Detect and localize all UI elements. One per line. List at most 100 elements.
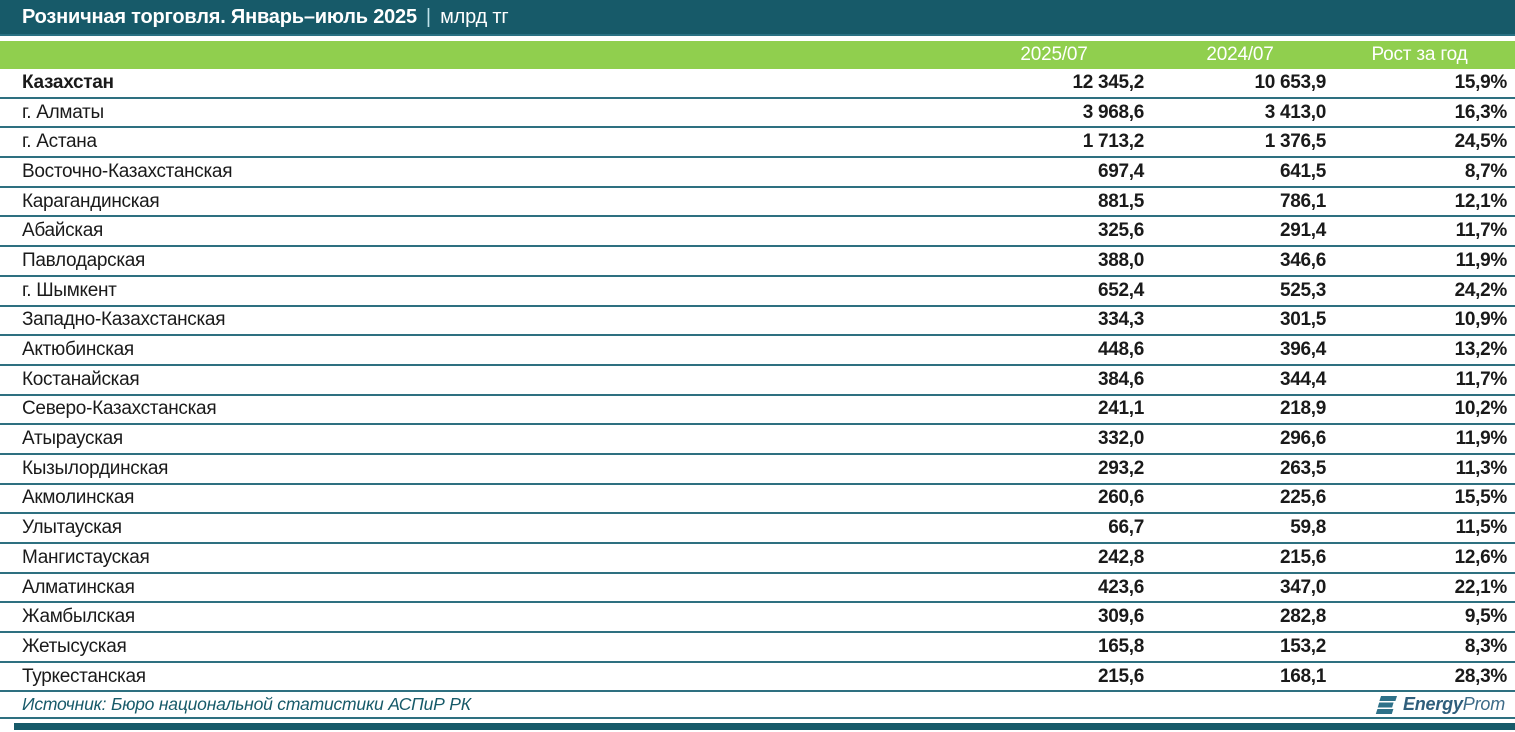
value-2025: 448,6	[1097, 339, 1144, 361]
column-header-row: 2025/07 2024/07 Рост за год	[0, 41, 1515, 69]
value-2025: 66,7	[1108, 517, 1144, 539]
energyprom-logo: EnergyProm	[1374, 694, 1505, 715]
value-2024: 168,1	[1279, 665, 1326, 687]
value-2024: 3 413,0	[1264, 101, 1327, 123]
table-body: Казахстан 12 345,2 10 653,9 15,9% г. Алм…	[0, 69, 1515, 693]
value-2025: 215,6	[1097, 665, 1144, 687]
table-row: Павлодарская 388,0 346,6 11,9%	[0, 247, 1515, 277]
growth-value: 11,9%	[1455, 428, 1508, 450]
region-name: Акмолинская	[22, 487, 135, 509]
value-2025: 697,4	[1097, 160, 1144, 182]
value-2024: 291,4	[1279, 220, 1326, 242]
region-name: Павлодарская	[22, 249, 146, 271]
spacer	[0, 719, 1515, 724]
region-name: Северо-Казахстанская	[22, 398, 217, 420]
value-2024: 786,1	[1279, 190, 1326, 212]
value-2024: 344,4	[1279, 368, 1326, 390]
value-2025: 293,2	[1097, 457, 1144, 479]
value-2024: 346,6	[1279, 249, 1326, 271]
table-row: г. Шымкент 652,4 525,3 24,2%	[0, 276, 1515, 307]
value-2025: 388,0	[1097, 249, 1144, 271]
title-bar: Розничная торговля. Январь–июль 2025 | м…	[0, 0, 1515, 36]
region-name: Мангистауская	[22, 546, 150, 568]
growth-value: 10,2%	[1454, 398, 1508, 420]
value-2025: 881,5	[1097, 190, 1144, 212]
table-row: Актюбинская 448,6 396,4 13,2%	[0, 336, 1515, 366]
value-2025: 423,6	[1097, 576, 1144, 598]
value-2024: 59,8	[1290, 517, 1326, 539]
region-name: Жамбылская	[22, 606, 135, 628]
growth-value: 11,9%	[1455, 249, 1508, 271]
table-row: Абайская 325,6 291,4 11,7%	[0, 217, 1515, 248]
table-row: Жамбылская 309,6 282,8 9,5%	[0, 603, 1515, 634]
growth-value: 11,7%	[1455, 220, 1508, 242]
growth-value: 8,3%	[1464, 635, 1507, 657]
growth-value: 16,3%	[1454, 101, 1508, 123]
logo-text: EnergyProm	[1403, 694, 1505, 715]
table-row: Северо-Казахстанская 241,1 218,9 10,2%	[0, 395, 1515, 426]
growth-value: 11,3%	[1455, 457, 1508, 479]
growth-value: 11,5%	[1455, 517, 1508, 539]
value-2025: 309,6	[1097, 606, 1144, 628]
region-name: Карагандинская	[22, 190, 160, 212]
growth-value: 10,9%	[1454, 309, 1508, 331]
growth-value: 13,2%	[1454, 339, 1508, 361]
region-name: г. Астана	[22, 131, 97, 153]
region-name: Костанайская	[22, 368, 140, 390]
region-name: г. Алматы	[22, 101, 104, 123]
value-2024: 218,9	[1279, 398, 1326, 420]
logo-text-energy: Energy	[1402, 694, 1463, 715]
growth-value: 28,3%	[1454, 665, 1508, 687]
value-2024: 525,3	[1279, 279, 1326, 301]
value-2025: 241,1	[1097, 398, 1144, 420]
table-row: Туркестанская 215,6 168,1 28,3%	[0, 662, 1515, 693]
value-2025: 165,8	[1097, 635, 1144, 657]
value-2024: 347,0	[1279, 576, 1326, 598]
value-2024: 641,5	[1279, 160, 1326, 182]
value-2025: 260,6	[1097, 487, 1144, 509]
bottom-accent-bar	[14, 723, 1515, 731]
value-2024: 225,6	[1279, 487, 1326, 509]
value-2024: 296,6	[1279, 428, 1326, 450]
region-name: Туркестанская	[22, 665, 146, 687]
value-2025: 12 345,2	[1072, 71, 1144, 93]
footer-row: Источник: Бюро национальной статистики А…	[0, 692, 1515, 720]
value-2025: 325,6	[1097, 220, 1144, 242]
growth-value: 15,9%	[1454, 71, 1508, 93]
value-2024: 396,4	[1279, 339, 1326, 361]
value-2024: 153,2	[1279, 635, 1326, 657]
table-row: г. Астана 1 713,2 1 376,5 24,5%	[0, 128, 1515, 159]
region-name: г. Шымкент	[22, 279, 117, 301]
source-note: Источник: Бюро национальной статистики А…	[22, 694, 471, 715]
growth-value: 12,6%	[1454, 546, 1508, 568]
spacer	[0, 36, 1515, 41]
table-row: Атырауская 332,0 296,6 11,9%	[0, 425, 1515, 455]
page-title: Розничная торговля. Январь–июль 2025	[22, 5, 417, 28]
table-row: Улытауская 66,7 59,8 11,5%	[0, 514, 1515, 544]
growth-value: 22,1%	[1454, 576, 1508, 598]
table-row: г. Алматы 3 968,6 3 413,0 16,3%	[0, 98, 1515, 129]
growth-value: 24,5%	[1454, 131, 1508, 153]
value-2025: 384,6	[1097, 368, 1144, 390]
table-row: Мангистауская 242,8 215,6 12,6%	[0, 544, 1515, 574]
table-row: Жетысуская 165,8 153,2 8,3%	[0, 633, 1515, 663]
growth-value: 15,5%	[1454, 487, 1508, 509]
value-2024: 301,5	[1279, 309, 1326, 331]
growth-value: 9,5%	[1464, 606, 1507, 628]
table-row: Карагандинская 881,5 786,1 12,1%	[0, 187, 1515, 218]
table-row: Кызылординская 293,2 263,5 11,3%	[0, 454, 1515, 485]
region-name: Атырауская	[22, 428, 123, 450]
value-2025: 332,0	[1097, 428, 1144, 450]
table-row: Восточно-Казахстанская 697,4 641,5 8,7%	[0, 158, 1515, 188]
value-2024: 1 376,5	[1264, 131, 1327, 153]
growth-value: 24,2%	[1454, 279, 1508, 301]
region-name: Алматинская	[22, 576, 135, 598]
value-2024: 215,6	[1279, 546, 1326, 568]
table-row: Акмолинская 260,6 225,6 15,5%	[0, 484, 1515, 515]
energyprom-e-icon	[1375, 695, 1397, 714]
value-2025: 242,8	[1097, 546, 1144, 568]
value-2025: 3 968,6	[1082, 101, 1145, 123]
growth-value: 12,1%	[1454, 190, 1508, 212]
region-name: Западно-Казахстанская	[22, 309, 226, 331]
